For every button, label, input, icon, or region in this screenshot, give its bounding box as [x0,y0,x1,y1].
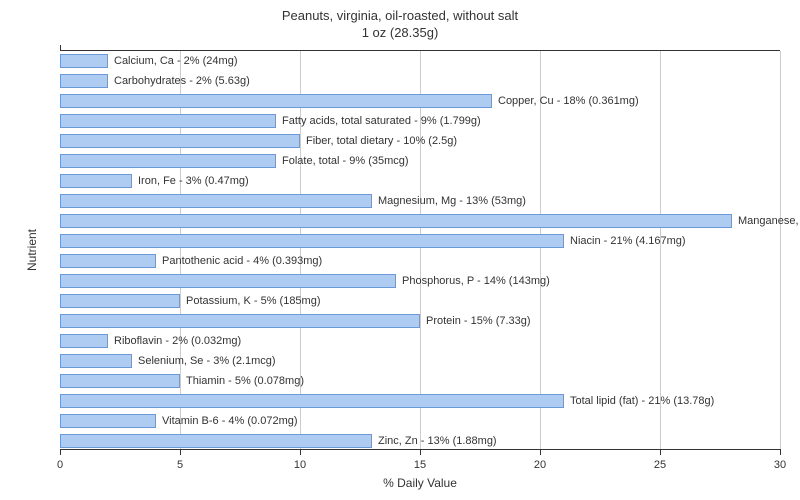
bar-row: Riboflavin - 2% (0.032mg) [60,334,780,348]
bar [60,54,108,68]
bar [60,434,372,448]
bar-label: Carbohydrates - 2% (5.63g) [108,74,250,88]
bar [60,334,108,348]
gridline [180,51,181,449]
bar [60,354,132,368]
bar-row: Manganese, Mn - 28% (0.569mg) [60,214,780,228]
bar-label: Zinc, Zn - 13% (1.88mg) [372,434,497,448]
x-tick [780,449,781,455]
bar-row: Thiamin - 5% (0.078mg) [60,374,780,388]
bar-label: Iron, Fe - 3% (0.47mg) [132,174,249,188]
bar-label: Magnesium, Mg - 13% (53mg) [372,194,526,208]
x-tick [420,449,421,455]
plot-area: 051015202530Calcium, Ca - 2% (24mg)Carbo… [60,50,780,450]
bar-label: Fatty acids, total saturated - 9% (1.799… [276,114,481,128]
bar [60,74,108,88]
x-tick-label: 20 [534,459,546,471]
x-tick-label: 25 [654,459,666,471]
bar [60,174,132,188]
bar-label: Phosphorus, P - 14% (143mg) [396,274,550,288]
bar-row: Phosphorus, P - 14% (143mg) [60,274,780,288]
x-tick-label: 0 [57,459,63,471]
bar-label: Total lipid (fat) - 21% (13.78g) [564,394,714,408]
y-tick [60,45,61,51]
bar-row: Carbohydrates - 2% (5.63g) [60,74,780,88]
bar-row: Calcium, Ca - 2% (24mg) [60,54,780,68]
bar-row: Potassium, K - 5% (185mg) [60,294,780,308]
bar [60,294,180,308]
bar-row: Total lipid (fat) - 21% (13.78g) [60,394,780,408]
bar-label: Riboflavin - 2% (0.032mg) [108,334,241,348]
bar [60,234,564,248]
bar-row: Pantothenic acid - 4% (0.393mg) [60,254,780,268]
gridline [420,51,421,449]
x-tick-label: 10 [294,459,306,471]
bar-row: Protein - 15% (7.33g) [60,314,780,328]
bar-label: Vitamin B-6 - 4% (0.072mg) [156,414,298,428]
x-tick [60,449,61,455]
bar-label: Copper, Cu - 18% (0.361mg) [492,94,639,108]
bar-row: Iron, Fe - 3% (0.47mg) [60,174,780,188]
nutrient-chart: Peanuts, virginia, oil-roasted, without … [0,0,800,500]
bar [60,254,156,268]
x-tick-label: 5 [177,459,183,471]
x-axis-label: % Daily Value [383,476,457,490]
bar [60,214,732,228]
gridline [780,51,781,449]
bar [60,414,156,428]
bar [60,394,564,408]
x-tick [540,449,541,455]
bar-label: Selenium, Se - 3% (2.1mcg) [132,354,276,368]
bar-label: Manganese, Mn - 28% (0.569mg) [732,214,800,228]
bar-label: Niacin - 21% (4.167mg) [564,234,686,248]
bar-row: Fiber, total dietary - 10% (2.5g) [60,134,780,148]
gridline [300,51,301,449]
bar-label: Potassium, K - 5% (185mg) [180,294,321,308]
bar [60,274,396,288]
bar [60,114,276,128]
bar [60,94,492,108]
bar-row: Fatty acids, total saturated - 9% (1.799… [60,114,780,128]
bar-row: Folate, total - 9% (35mcg) [60,154,780,168]
gridline [540,51,541,449]
bar-row: Selenium, Se - 3% (2.1mcg) [60,354,780,368]
bar-label: Folate, total - 9% (35mcg) [276,154,409,168]
x-tick [660,449,661,455]
bar [60,134,300,148]
bar-label: Fiber, total dietary - 10% (2.5g) [300,134,457,148]
bar-row: Magnesium, Mg - 13% (53mg) [60,194,780,208]
chart-title-line1: Peanuts, virginia, oil-roasted, without … [282,8,518,23]
bar [60,194,372,208]
bar-label: Thiamin - 5% (0.078mg) [180,374,304,388]
gridline [660,51,661,449]
bar [60,314,420,328]
bar [60,154,276,168]
bar-row: Copper, Cu - 18% (0.361mg) [60,94,780,108]
chart-title: Peanuts, virginia, oil-roasted, without … [0,0,800,42]
bar-row: Zinc, Zn - 13% (1.88mg) [60,434,780,448]
x-tick [300,449,301,455]
y-axis-label: Nutrient [25,229,39,271]
bar-row: Vitamin B-6 - 4% (0.072mg) [60,414,780,428]
x-tick [180,449,181,455]
bar-row: Niacin - 21% (4.167mg) [60,234,780,248]
x-tick-label: 15 [414,459,426,471]
bar-label: Calcium, Ca - 2% (24mg) [108,54,237,68]
bar [60,374,180,388]
bar-label: Pantothenic acid - 4% (0.393mg) [156,254,322,268]
chart-title-line2: 1 oz (28.35g) [362,25,439,40]
bar-label: Protein - 15% (7.33g) [420,314,531,328]
x-tick-label: 30 [774,459,786,471]
